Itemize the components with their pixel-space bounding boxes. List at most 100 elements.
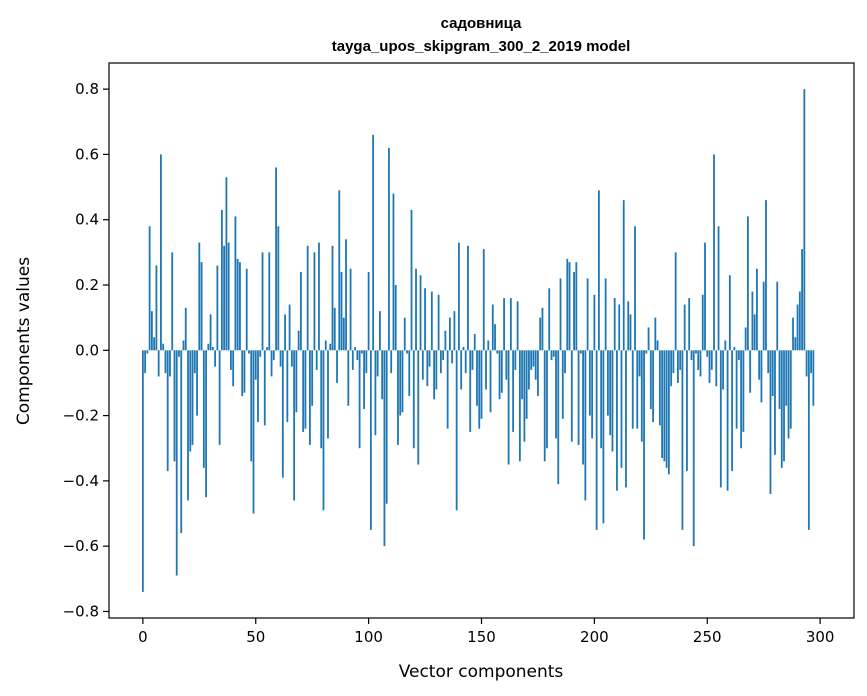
bar-197 [586, 278, 589, 351]
bar-108 [385, 350, 388, 504]
bar-77 [315, 350, 318, 370]
bar-291 [798, 291, 801, 351]
bar-250 [706, 350, 709, 357]
bar-219 [636, 350, 639, 429]
bar-26 [200, 262, 203, 351]
bar-296 [810, 350, 813, 374]
y-tick-label: 0.2 [75, 276, 99, 294]
bar-56 [268, 252, 271, 351]
bar-240 [683, 304, 686, 351]
bar-74 [309, 350, 311, 445]
bar-255 [717, 226, 720, 351]
bar-186 [561, 350, 564, 419]
bar-73 [306, 245, 309, 351]
bar-85 [333, 307, 336, 351]
bar-84 [331, 245, 334, 351]
bar-68 [295, 350, 298, 413]
bar-182 [552, 350, 555, 357]
x-axis-ticks: 0 50 100 150 200 250 300 [138, 618, 834, 646]
plot-frame [108, 62, 855, 619]
bar-191 [573, 271, 575, 351]
x-tick-label: 150 [467, 628, 496, 646]
bar-137 [451, 350, 454, 364]
bar-171 [528, 350, 530, 390]
bar-64 [286, 350, 289, 423]
bar-162 [507, 350, 510, 465]
bar-49 [252, 350, 255, 514]
bar-138 [453, 311, 456, 351]
bar-89 [342, 317, 345, 351]
bar-178 [543, 350, 546, 462]
bar-157 [496, 350, 499, 354]
bar-188 [566, 258, 569, 351]
bar-100 [367, 271, 370, 351]
bar-161 [505, 350, 508, 380]
bar-126 [426, 350, 429, 387]
bar-271 [753, 314, 756, 351]
bar-0 [141, 350, 144, 592]
bar-196 [584, 350, 587, 501]
bar-37 [225, 177, 228, 351]
bar-236 [674, 252, 677, 351]
bar-24 [196, 350, 198, 416]
bar-267 [744, 327, 747, 351]
bar-46 [245, 268, 248, 351]
bar-131 [437, 294, 440, 351]
bar-283 [780, 350, 783, 468]
bar-47 [248, 350, 250, 354]
bar-65 [288, 304, 291, 351]
bar-21 [189, 350, 192, 452]
bar-104 [376, 350, 379, 377]
bar-5 [153, 337, 156, 351]
bar-61 [279, 350, 282, 367]
bar-102 [372, 134, 375, 351]
bar-3 [148, 226, 151, 351]
bar-38 [227, 242, 230, 351]
bar-10 [164, 350, 167, 374]
bar-117 [406, 350, 408, 354]
bar-32 [214, 350, 217, 367]
bar-22 [191, 350, 194, 445]
bar-153 [487, 340, 490, 351]
bar-166 [516, 301, 519, 351]
bar-33 [216, 265, 219, 351]
bar-55 [266, 347, 268, 351]
y-tick-label: 0.8 [75, 80, 99, 98]
bar-98 [363, 350, 366, 410]
bar-213 [622, 200, 625, 351]
bar-59 [275, 167, 277, 351]
bar-225 [649, 350, 652, 410]
bar-254 [715, 350, 718, 387]
bar-289 [794, 337, 797, 351]
bar-28 [205, 350, 207, 498]
bar-8 [160, 154, 162, 351]
bar-54 [263, 350, 266, 426]
bar-155 [491, 304, 494, 351]
bar-293 [803, 89, 806, 351]
bar-282 [778, 350, 781, 410]
bar-109 [388, 147, 390, 351]
bar-295 [807, 350, 810, 530]
bar-20 [187, 350, 189, 501]
bar-series [141, 89, 815, 592]
bar-266 [742, 350, 745, 432]
bar-257 [722, 350, 724, 390]
y-tick-label: −0.6 [63, 537, 99, 555]
bar-154 [489, 350, 492, 413]
bar-260 [728, 275, 731, 351]
x-tick-label: 300 [806, 628, 835, 646]
bar-275 [762, 281, 765, 351]
bar-242 [688, 298, 691, 351]
bar-96 [358, 350, 361, 449]
bar-147 [473, 333, 476, 351]
bar-177 [541, 307, 544, 351]
bar-60 [277, 226, 280, 351]
bar-210 [616, 350, 618, 491]
bar-262 [733, 347, 736, 351]
bar-35 [220, 209, 223, 351]
bar-176 [539, 317, 542, 351]
bar-168 [521, 350, 524, 400]
bar-280 [774, 350, 776, 455]
bar-127 [428, 350, 431, 367]
bar-174 [534, 350, 537, 380]
